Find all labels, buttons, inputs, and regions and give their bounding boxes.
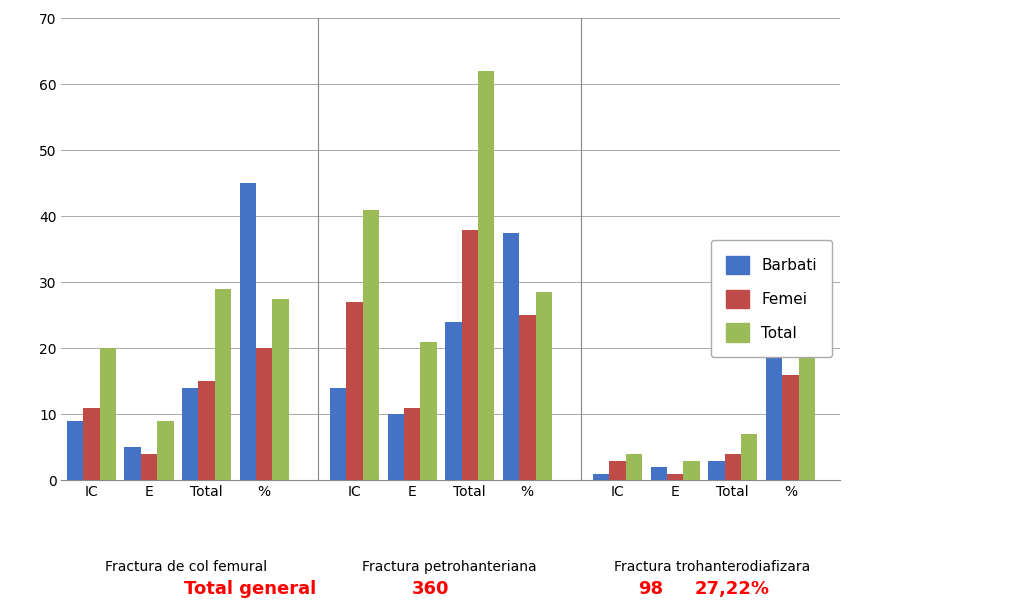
- Bar: [478, 71, 495, 480]
- Bar: [141, 454, 158, 480]
- Text: Fractura de col femural: Fractura de col femural: [105, 560, 267, 573]
- Bar: [330, 388, 346, 480]
- Bar: [215, 289, 231, 480]
- Text: 360: 360: [412, 580, 449, 598]
- Text: Fractura petrohanteriana: Fractura petrohanteriana: [361, 560, 537, 573]
- Bar: [99, 349, 117, 480]
- Bar: [609, 461, 626, 480]
- Bar: [256, 349, 272, 480]
- Legend: Barbati, Femei, Total: Barbati, Femei, Total: [711, 240, 833, 357]
- Bar: [272, 299, 289, 480]
- Text: Fractura trohanterodiafizara: Fractura trohanterodiafizara: [614, 560, 810, 573]
- Bar: [626, 454, 642, 480]
- Bar: [782, 375, 799, 480]
- Bar: [83, 408, 99, 480]
- Bar: [387, 415, 404, 480]
- Bar: [683, 461, 700, 480]
- Text: 27,22%: 27,22%: [694, 580, 770, 598]
- Bar: [709, 461, 725, 480]
- Bar: [125, 447, 141, 480]
- Bar: [667, 474, 683, 480]
- Bar: [725, 454, 741, 480]
- Bar: [462, 230, 478, 480]
- Bar: [650, 468, 667, 480]
- Bar: [503, 233, 519, 480]
- Bar: [182, 388, 199, 480]
- Bar: [404, 408, 421, 480]
- Bar: [519, 315, 536, 480]
- Bar: [445, 322, 462, 480]
- Bar: [741, 434, 758, 480]
- Bar: [536, 293, 552, 480]
- Bar: [362, 210, 379, 480]
- Bar: [799, 352, 815, 480]
- Bar: [67, 421, 83, 480]
- Bar: [421, 342, 437, 480]
- Text: Total general: Total general: [184, 580, 316, 598]
- Bar: [199, 381, 215, 480]
- Bar: [593, 474, 609, 480]
- Bar: [240, 184, 256, 480]
- Bar: [766, 302, 782, 480]
- Bar: [346, 302, 362, 480]
- Bar: [158, 421, 174, 480]
- Text: 98: 98: [638, 580, 663, 598]
